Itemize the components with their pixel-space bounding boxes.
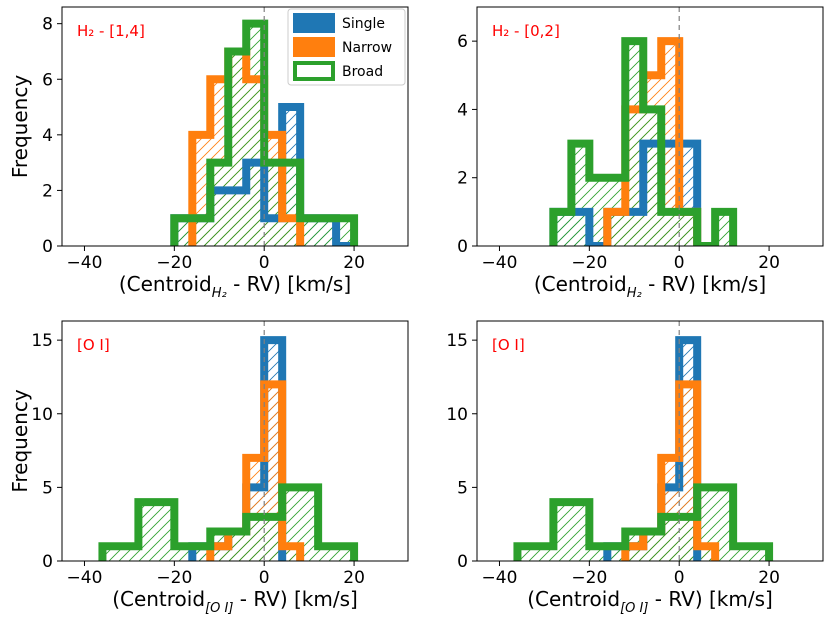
panel-label: H₂ - [0,2]	[492, 22, 560, 40]
x-tick-label: 0	[259, 253, 270, 273]
x-axis-label: (CentroidH₂ - RV) [km/s]	[534, 272, 766, 301]
legend-label-broad: Broad	[342, 64, 383, 80]
x-tick-label: −20	[156, 568, 192, 588]
y-tick-label: 6	[42, 70, 53, 90]
y-axis-label: Frequency	[8, 389, 32, 492]
x-tick-label: −40	[482, 253, 518, 273]
y-tick-label: 0	[42, 237, 53, 257]
x-axis-label: (Centroid[O I] - RV) [km/s]	[527, 587, 773, 616]
x-tick-label: 0	[674, 253, 685, 273]
y-tick-label: 10	[446, 405, 468, 425]
histogram-outline-broad	[98, 483, 359, 561]
y-axis-label: Frequency	[8, 75, 32, 178]
x-tick-label: −40	[67, 253, 103, 273]
legend-label-narrow: Narrow	[342, 40, 392, 56]
y-tick-label: 0	[42, 552, 53, 572]
y-tick-label: 4	[42, 126, 53, 146]
x-tick-label: −20	[156, 253, 192, 273]
histogram-outline-narrow	[188, 47, 305, 246]
y-tick-label: 6	[457, 32, 468, 52]
histogram-outline-narrow	[621, 380, 720, 561]
y-tick-label: 15	[31, 331, 53, 351]
y-tick-label: 5	[42, 478, 53, 498]
x-tick-label: 20	[343, 568, 365, 588]
legend-label-single: Single	[342, 16, 385, 32]
y-tick-label: 2	[42, 181, 53, 201]
panel-label: [O I]	[77, 336, 110, 354]
y-tick-label: 5	[457, 478, 468, 498]
legend-swatch-narrow	[293, 37, 335, 57]
x-tick-label: 0	[674, 568, 685, 588]
y-tick-label: 10	[31, 405, 53, 425]
x-tick-label: 20	[343, 253, 365, 273]
histogram-outline-broad	[549, 37, 738, 246]
x-tick-label: −40	[67, 568, 103, 588]
x-tick-label: 20	[758, 568, 780, 588]
histogram-outline-narrow	[206, 380, 305, 561]
x-tick-label: −40	[482, 568, 518, 588]
y-tick-label: 0	[457, 552, 468, 572]
histogram-panel-3: −40 −20 0 20 0 5 10 15 (Centroid[O I] - RV) [km/…	[8, 320, 409, 616]
panel-label: [O I]	[492, 336, 525, 354]
y-tick-label: 15	[446, 331, 468, 351]
histogram-outline-broad	[513, 483, 774, 561]
axes-frame	[61, 6, 409, 247]
axes-frame	[476, 6, 824, 247]
x-axis-label: (Centroid[O I] - RV) [km/s]	[112, 587, 358, 616]
legend: Single Narrow Broad	[287, 8, 406, 86]
y-tick-label: 8	[42, 15, 53, 35]
x-tick-label: −20	[571, 568, 607, 588]
histogram-panel-1: −40 −20 0 20 0 2 4 6 8 (CentroidH₂ - RV) [km/s] Fr…	[8, 6, 409, 301]
y-tick-label: 2	[457, 169, 468, 189]
panel-label: H₂ - [1,4]	[77, 22, 145, 40]
y-tick-label: 0	[457, 237, 468, 257]
axes-frame	[61, 320, 409, 562]
legend-swatch-broad	[293, 61, 335, 81]
histogram-outline-broad	[170, 19, 359, 246]
histogram-panel-2: −40 −20 0 20 0 2 4 6 (CentroidH₂ - RV) [km/s] H₂ …	[457, 6, 824, 301]
x-tick-label: 20	[758, 253, 780, 273]
x-tick-label: −20	[571, 253, 607, 273]
x-axis-label: (CentroidH₂ - RV) [km/s]	[119, 272, 351, 301]
legend-swatch-single	[293, 13, 335, 33]
y-tick-label: 4	[457, 100, 468, 120]
x-tick-label: 0	[259, 568, 270, 588]
histogram-panel-4: −40 −20 0 20 0 5 10 15 (Centroid[O I] - RV) [km/…	[446, 320, 824, 616]
axes-frame	[476, 320, 824, 562]
